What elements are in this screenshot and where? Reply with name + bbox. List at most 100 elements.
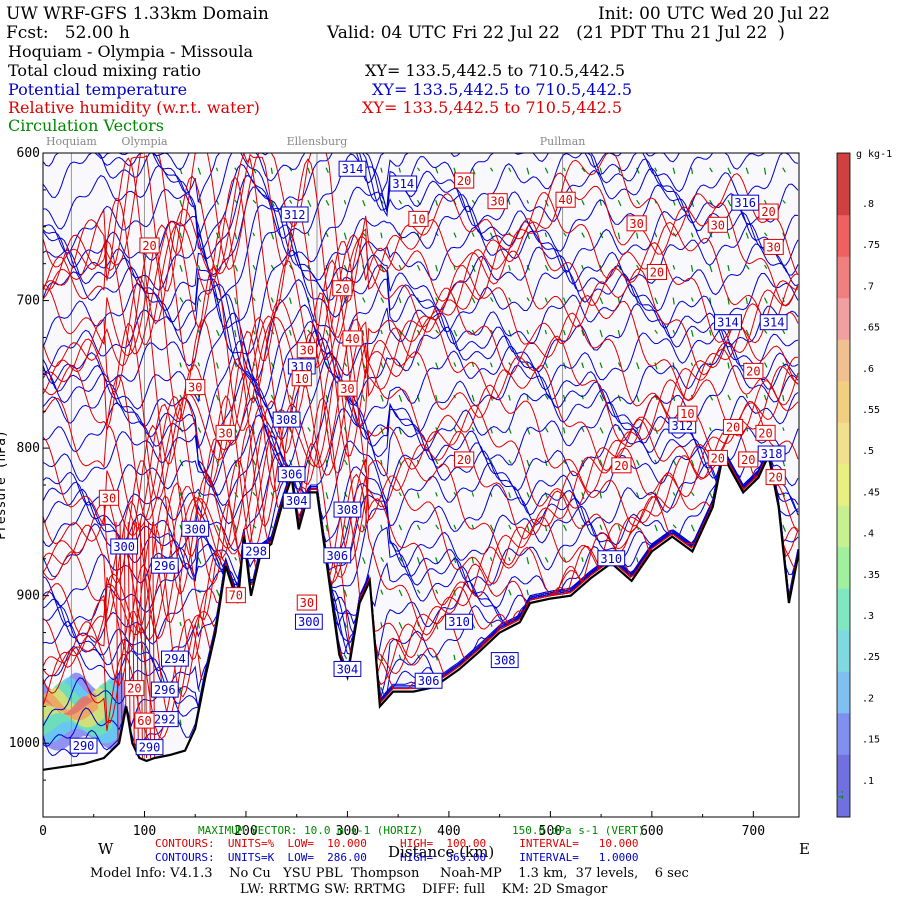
- colorbar-label: .45: [862, 487, 880, 498]
- wind-vector: [398, 167, 401, 173]
- wind-vector: [709, 492, 713, 499]
- wind-vector: [325, 524, 329, 532]
- wind-vector: [398, 556, 403, 562]
- wind-vector: [654, 524, 658, 532]
- rh-label-box: [296, 342, 317, 359]
- wind-vector: [727, 167, 732, 174]
- wind-vector: [471, 557, 474, 564]
- wind-vector: [526, 329, 530, 335]
- wind-vector: [471, 362, 475, 368]
- wind-vector: [234, 557, 237, 561]
- wind-vector: [380, 394, 384, 402]
- wind-vector: [599, 297, 604, 305]
- east-label: E: [799, 840, 810, 858]
- field-xy-rh: XY= 133.5,442.5 to 710.5,442.5: [362, 98, 622, 117]
- wind-vector: [764, 232, 768, 237]
- theta-label: 296: [154, 559, 176, 573]
- theta-contour: [43, 376, 799, 500]
- wind-vector: [234, 362, 237, 368]
- wind-vector: [690, 524, 695, 532]
- wind-vector: [727, 199, 732, 207]
- location-label-hoquiam: Hoquiam: [46, 135, 97, 148]
- rh-label: 30: [102, 491, 116, 505]
- x-tick-label: 100: [133, 824, 156, 839]
- colorbar-segment: [837, 588, 850, 610]
- rh-label: 60: [137, 714, 151, 728]
- rh-label-box: [98, 489, 120, 506]
- rh-label: 30: [711, 218, 725, 232]
- colorbar-segment: [837, 173, 850, 195]
- theta-label-box: [759, 314, 788, 331]
- wind-vector: [453, 362, 457, 367]
- wind-vector: [270, 232, 275, 240]
- x-tick-label: 0: [39, 824, 47, 839]
- wind-vector: [453, 557, 457, 564]
- rh-contour: [119, 521, 123, 758]
- wind-vector: [599, 167, 603, 174]
- x-tick-label: 700: [742, 824, 765, 839]
- wind-vector: [508, 297, 512, 302]
- wind-vector: [435, 329, 439, 334]
- x-axis-label: Distance (km): [388, 843, 494, 861]
- init-time: Init: 00 UTC Wed 20 Jul 22: [598, 4, 830, 24]
- wind-vector: [599, 394, 604, 402]
- rh-label-box: [342, 330, 363, 347]
- rh-label: 20: [650, 266, 664, 280]
- model-info-2: LW: RRTMG SW: RRTMG DIFF: full KM: 2D Sm…: [240, 882, 608, 897]
- wind-vector: [617, 362, 622, 368]
- rh-label-box: [332, 280, 353, 297]
- wind-vector: [325, 167, 329, 174]
- wind-vector: [526, 232, 530, 240]
- rh-label: 40: [558, 193, 572, 207]
- rh-label-box: [454, 451, 475, 468]
- rh-label-box: [134, 712, 155, 729]
- wind-vector: [636, 167, 640, 174]
- wind-vector: [745, 394, 749, 399]
- wind-vector: [544, 264, 549, 271]
- theta-label: 312: [284, 208, 306, 222]
- wind-vector: [581, 329, 585, 337]
- rh-label: 20: [761, 205, 775, 219]
- wind-vector: [215, 167, 219, 172]
- wind-vector: [179, 459, 184, 467]
- wind-vector: [398, 524, 403, 531]
- theta-label: 314: [717, 316, 739, 330]
- wind-vector: [526, 459, 530, 467]
- wind-vector: [398, 427, 402, 435]
- rh-label: 30: [490, 195, 504, 209]
- wind-vector: [581, 427, 585, 433]
- rh-label-box: [646, 264, 668, 281]
- colorbar-label: .5: [862, 446, 874, 457]
- theta-label-box: [242, 542, 271, 559]
- wind-vector: [343, 362, 348, 367]
- theta-contour: [43, 277, 799, 382]
- colorbar-segment: [837, 443, 850, 465]
- wind-vector: [654, 297, 659, 305]
- theta-label-box: [490, 652, 519, 669]
- wind-vector: [307, 167, 311, 174]
- wind-vector: [270, 167, 273, 175]
- rh-label-box: [765, 469, 786, 486]
- wind-vector: [782, 199, 786, 204]
- wind-vector: [252, 199, 257, 204]
- wind-vector: [690, 329, 694, 337]
- wind-vector: [252, 297, 256, 302]
- wind-vector: [398, 394, 403, 402]
- wind-vector: [544, 557, 549, 563]
- rh-label: 30: [300, 344, 314, 358]
- wind-vector: [690, 167, 694, 174]
- wind-vector: [398, 297, 402, 304]
- theta-label: 300: [184, 522, 206, 536]
- rh-label: 30: [629, 217, 643, 231]
- wind-vector: [179, 687, 182, 694]
- route-label: Hoquiam - Olympia - Missoula: [8, 42, 253, 61]
- rh-label-box: [215, 424, 236, 441]
- wind-vector: [471, 297, 476, 304]
- colorbar-label: .7: [862, 281, 874, 292]
- wind-vector: [380, 232, 383, 239]
- wind-vector: [562, 427, 566, 434]
- theta-label-box: [445, 613, 473, 630]
- wind-vector: [763, 297, 768, 304]
- rh-label: 20: [614, 459, 628, 473]
- field-xy-cloud: XY= 133.5,442.5 to 710.5,442.5: [365, 61, 625, 80]
